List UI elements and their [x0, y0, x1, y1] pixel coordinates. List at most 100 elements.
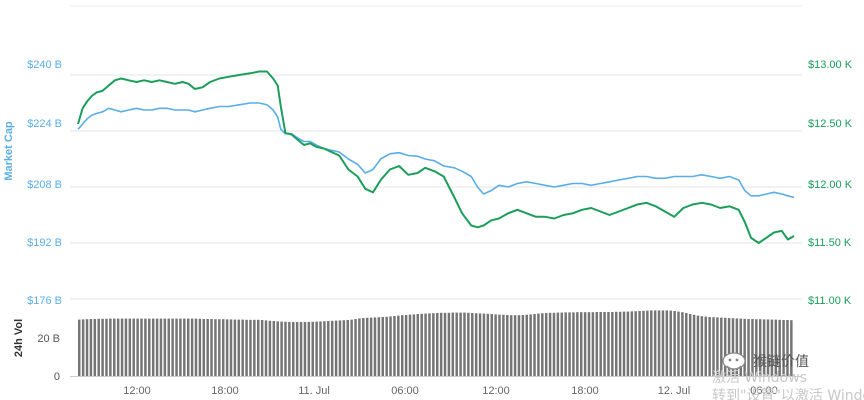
volume-bar: [544, 313, 548, 376]
volume-bar: [720, 317, 723, 376]
volume-bar: [595, 312, 599, 376]
volume-bar: [148, 318, 151, 376]
volume-bar: [712, 317, 715, 376]
x-tick: 11. Jul: [298, 385, 330, 397]
y-right-tick: $11.00 K: [808, 295, 852, 307]
volume-bar: [295, 322, 299, 376]
volume-bar: [747, 319, 750, 376]
volume-bar: [509, 315, 513, 376]
volume-bar: [334, 320, 338, 376]
volume-bars: [78, 310, 793, 376]
volume-bar: [478, 313, 482, 376]
volume-bar: [762, 319, 766, 376]
x-tick: 06:00: [750, 385, 778, 397]
volume-bar: [346, 320, 349, 376]
volume-bar: [665, 310, 669, 376]
volume-bar: [140, 318, 143, 376]
x-tick: 12. Jul: [658, 385, 690, 397]
y-left-tick: $224 B: [27, 118, 62, 130]
volume-bar: [731, 318, 735, 376]
volume-bar: [751, 319, 754, 376]
volume-bar: [369, 317, 373, 376]
volume-bar: [159, 318, 163, 376]
volume-bar: [175, 318, 178, 376]
x-tick: 12:00: [482, 385, 510, 397]
volume-bar: [354, 319, 357, 376]
volume-bar: [583, 312, 587, 376]
volume-bar: [144, 318, 147, 376]
volume-bar: [704, 316, 707, 376]
volume-bar: [198, 318, 202, 376]
volume-bar: [692, 314, 696, 376]
y-left-tick: $240 B: [27, 59, 62, 71]
volume-bar: [607, 312, 610, 376]
volume-bar: [696, 315, 700, 376]
y-volume-tick: 20 B: [37, 333, 60, 345]
volume-bar: [210, 319, 213, 376]
volume-bar: [218, 319, 221, 376]
windows-watermark-line2: 转到"设置"以激活 Windows: [712, 387, 864, 400]
volume-bar: [350, 319, 353, 376]
volume-bar: [179, 318, 182, 376]
volume-bar: [708, 317, 711, 376]
volume-bar: [229, 319, 233, 376]
volume-bar: [661, 310, 665, 376]
volume-bar: [268, 320, 272, 376]
volume-bar: [669, 310, 672, 376]
volume-bar: [276, 321, 279, 376]
volume-bar: [327, 321, 330, 376]
volume-bar: [288, 322, 291, 376]
volume-bar: [525, 314, 528, 376]
volume-bar: [642, 310, 645, 376]
volume-bar: [770, 319, 774, 376]
volume-bar: [93, 319, 97, 376]
volume-bar: [778, 319, 781, 376]
volume-bar: [455, 312, 458, 376]
volume-bar: [716, 317, 719, 376]
volume-bar: [81, 319, 85, 376]
volume-bar: [494, 314, 497, 376]
x-tick: 12:00: [123, 385, 151, 397]
volume-bar: [412, 314, 416, 376]
volume-bar: [194, 318, 198, 376]
volume-bar: [362, 318, 365, 376]
volume-bar: [365, 317, 369, 376]
volume-bar: [128, 318, 132, 376]
y-right-tick: $11.50 K: [808, 237, 852, 249]
volume-bar: [506, 315, 509, 376]
volume-bar: [758, 319, 762, 376]
volume-bar: [342, 320, 346, 376]
volume-bar: [264, 320, 268, 376]
volume-bar: [183, 318, 186, 376]
volume-bar: [552, 312, 556, 376]
volume-bar: [774, 319, 778, 376]
volume-bar: [381, 317, 385, 376]
volume-bar: [420, 313, 423, 376]
y-left-tick: $208 B: [27, 179, 62, 191]
volume-bar: [634, 311, 637, 376]
volume-bar: [572, 312, 575, 376]
volume-bar: [272, 321, 276, 376]
y-right-tick: $12.00 K: [808, 179, 853, 191]
volume-bar: [408, 314, 412, 376]
volume-bar: [416, 314, 420, 376]
volume-bar: [700, 316, 704, 376]
volume-bar: [502, 314, 505, 376]
volume-bar: [202, 319, 206, 376]
volume-bar: [109, 318, 112, 376]
volume-bar: [315, 321, 318, 376]
volume-bar: [615, 311, 618, 376]
volume-axis-ticks: 0 20 B: [37, 333, 60, 383]
volume-bar: [576, 312, 579, 376]
volume-bar: [630, 311, 634, 376]
volume-bar: [249, 319, 252, 376]
volume-bar: [653, 310, 657, 376]
volume-bar: [124, 318, 128, 376]
series-lines: [77, 70, 795, 244]
volume-bar: [424, 313, 427, 376]
y-left-tick: $192 B: [27, 237, 62, 249]
volume-bar: [404, 315, 408, 376]
volume-bar: [245, 319, 248, 376]
volume-bar: [482, 313, 486, 376]
volume-bar: [358, 318, 361, 376]
